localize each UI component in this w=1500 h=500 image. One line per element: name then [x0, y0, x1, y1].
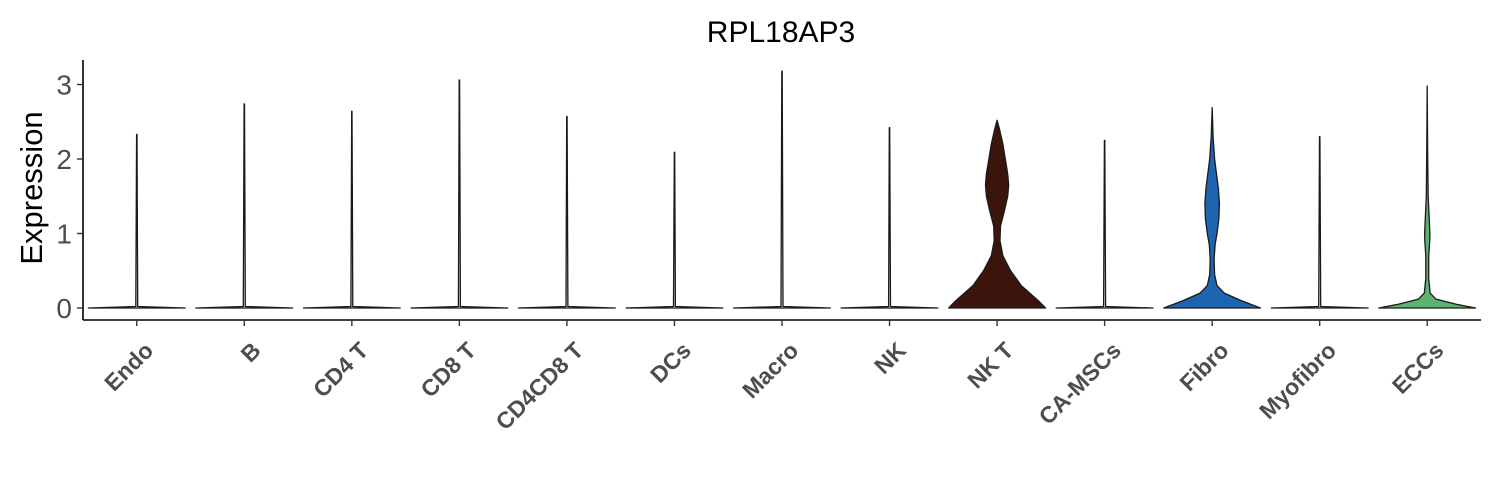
y-tick-label: 0	[56, 293, 72, 324]
violin-nk	[840, 127, 939, 309]
y-tick-label: 1	[56, 219, 72, 250]
x-axis-ticks: Endo B CD4 T CD8 T CD4CD8 T DCs Macro NK NK T CA-…	[99, 320, 1449, 435]
violin-ca-mscs	[1055, 139, 1154, 309]
violin-nk-t	[948, 119, 1047, 309]
x-tick-label: B	[236, 337, 266, 367]
x-tick-label: NK T	[962, 337, 1018, 393]
violin-endo	[87, 133, 186, 309]
violin-myofibro	[1270, 136, 1369, 309]
violin-cd4-t	[302, 110, 401, 309]
y-axis-ticks: 0 1 2 3	[56, 70, 83, 324]
violin-cd8-t	[410, 79, 509, 309]
violin-eccs	[1378, 85, 1477, 309]
x-tick-label: Fibro	[1175, 337, 1234, 396]
violin-dcs	[625, 151, 724, 309]
x-tick-label: Endo	[99, 337, 158, 396]
chart-title: RPL18AP3	[707, 16, 855, 49]
y-tick-label: 3	[56, 70, 72, 101]
x-tick-label: DCs	[645, 337, 696, 388]
violin-b	[195, 103, 294, 309]
x-tick-label: CD4CD8 T	[490, 337, 588, 435]
x-tick-label: Macro	[737, 337, 803, 403]
x-tick-label: Myofibro	[1254, 337, 1341, 424]
x-tick-label: CD8 T	[415, 337, 480, 402]
x-tick-label: ECCs	[1387, 337, 1449, 399]
y-axis-label: Expression	[14, 111, 49, 264]
x-tick-label: NK	[869, 337, 911, 379]
x-tick-label: CD4 T	[308, 337, 373, 402]
violin-cd4cd8-t	[517, 115, 616, 309]
y-tick-label: 2	[56, 144, 72, 175]
x-tick-label: CA-MSCs	[1034, 337, 1126, 429]
violin-fibro	[1163, 106, 1262, 309]
violin-group	[87, 70, 1477, 309]
violin-macro	[732, 70, 832, 309]
